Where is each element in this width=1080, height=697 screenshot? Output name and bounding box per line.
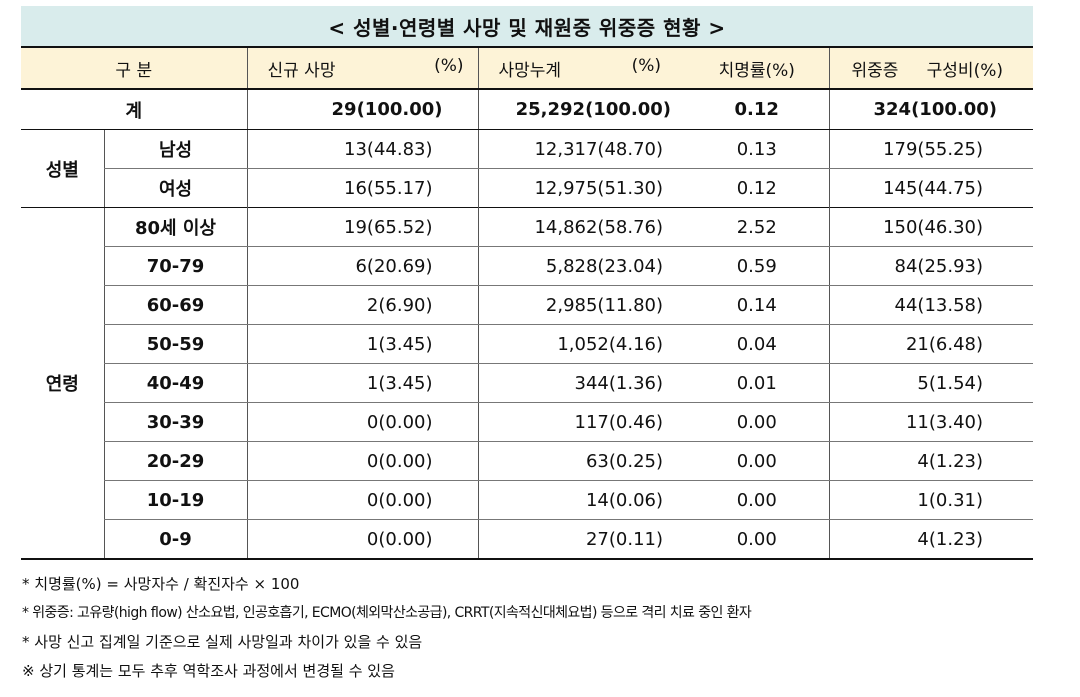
table-row: 10-19 0(0.00) 14(0.06) 0.00 1(0.31) [21, 480, 1033, 520]
cell-cum: 14,862(58.76) [477, 207, 685, 247]
table-row: 여성 16(55.17) 12,975(51.30) 0.12 145(44.7… [21, 168, 1033, 208]
cell-new: 6(20.69) [246, 246, 478, 286]
table-row: 성별 남성 13(44.83) 12,317(48.70) 0.13 179(5… [21, 129, 1033, 208]
cell-cum: 344(1.36) [477, 363, 685, 403]
row-label: 70-79 [103, 246, 247, 286]
cell-new: 0(0.00) [246, 441, 478, 481]
cell-severe: 11(3.40) [828, 402, 1033, 442]
cell-severe: 179(55.25) [828, 129, 1033, 169]
footnotes: * 치명률(%) = 사망자수 / 확진자수 × 100 * 위중증: 고유량(… [22, 570, 752, 686]
row-label: 40-49 [103, 363, 247, 403]
total-rate: 0.12 [685, 89, 829, 130]
row-label: 80세 이상 [103, 207, 247, 247]
row-label: 0-9 [103, 519, 247, 560]
cell-severe: 145(44.75) [828, 168, 1033, 208]
header-new-deaths: 신규 사망 (%) [246, 46, 478, 90]
cell-rate: 0.59 [685, 246, 829, 286]
row-label: 30-39 [103, 402, 247, 442]
table-row: 70-79 6(20.69) 5,828(23.04) 0.59 84(25.9… [21, 246, 1033, 286]
total-row: 계 29(100.00) 25,292(100.00) 0.12 324(100… [21, 89, 1033, 130]
row-label: 60-69 [103, 285, 247, 325]
cell-rate: 0.14 [685, 285, 829, 325]
cell-rate: 0.04 [685, 324, 829, 364]
cell-severe: 150(46.30) [828, 207, 1033, 247]
cell-new: 1(3.45) [246, 363, 478, 403]
cell-rate: 0.00 [685, 402, 829, 442]
table-row: 50-59 1(3.45) 1,052(4.16) 0.04 21(6.48) [21, 324, 1033, 364]
cell-rate: 0.00 [685, 441, 829, 481]
cell-severe: 4(1.23) [828, 441, 1033, 481]
table-row: 30-39 0(0.00) 117(0.46) 0.00 11(3.40) [21, 402, 1033, 442]
footnote: * 위중증: 고유량(high flow) 산소요법, 인공호흡기, ECMO(… [22, 605, 752, 621]
group-sex: 성별 [21, 129, 104, 208]
cell-severe: 44(13.58) [828, 285, 1033, 325]
row-label: 남성 [103, 129, 247, 169]
cell-severe: 1(0.31) [828, 480, 1033, 520]
cell-cum: 117(0.46) [477, 402, 685, 442]
footnote: ※ 상기 통계는 모두 추후 역학조사 과정에서 변경될 수 있음 [22, 662, 395, 680]
mortality-table: 구 분 신규 사망 (%) 사망누계 (%) 치명률(%) 위중증 구성비(%) 계 … [21, 46, 1033, 560]
total-label: 계 [21, 89, 247, 130]
cell-cum: 12,975(51.30) [477, 168, 685, 208]
cell-cum: 1,052(4.16) [477, 324, 685, 364]
total-severe: 324(100.00) [828, 89, 1033, 130]
cell-new: 0(0.00) [246, 480, 478, 520]
cell-severe: 5(1.54) [828, 363, 1033, 403]
table-row: 0-9 0(0.00) 27(0.11) 0.00 4(1.23) [21, 519, 1033, 560]
footnote: * 치명률(%) = 사망자수 / 확진자수 × 100 [22, 575, 300, 593]
table-row: 20-29 0(0.00) 63(0.25) 0.00 4(1.23) [21, 441, 1033, 481]
cell-cum: 2,985(11.80) [477, 285, 685, 325]
cell-severe: 21(6.48) [828, 324, 1033, 364]
cell-severe: 4(1.23) [828, 519, 1033, 560]
table-title: < 성별·연령별 사망 및 재원중 위중증 현황 > [21, 6, 1033, 46]
cell-new: 0(0.00) [246, 402, 478, 442]
header-cum-deaths: 사망누계 (%) [477, 46, 685, 90]
cell-cum: 63(0.25) [477, 441, 685, 481]
header-fatality: 치명률(%) [685, 46, 829, 90]
cell-new: 13(44.83) [246, 129, 478, 169]
total-cum: 25,292(100.00) [477, 89, 685, 130]
header-row: 구 분 신규 사망 (%) 사망누계 (%) 치명률(%) 위중증 구성비(%) [21, 46, 1033, 90]
header-severe: 위중증 구성비(%) [828, 46, 1033, 90]
group-age: 연령 [21, 207, 104, 560]
cell-rate: 0.01 [685, 363, 829, 403]
cell-severe: 84(25.93) [828, 246, 1033, 286]
cell-new: 16(55.17) [246, 168, 478, 208]
cell-cum: 12,317(48.70) [477, 129, 685, 169]
cell-rate: 2.52 [685, 207, 829, 247]
row-label: 10-19 [103, 480, 247, 520]
row-label: 50-59 [103, 324, 247, 364]
cell-cum: 27(0.11) [477, 519, 685, 560]
table-row: 연령 80세 이상 19(65.52) 14,862(58.76) 2.52 1… [21, 207, 1033, 560]
cell-new: 0(0.00) [246, 519, 478, 560]
cell-new: 2(6.90) [246, 285, 478, 325]
cell-rate: 0.00 [685, 519, 829, 560]
header-category: 구 분 [21, 46, 247, 90]
cell-rate: 0.13 [685, 129, 829, 169]
table-row: 40-49 1(3.45) 344(1.36) 0.01 5(1.54) [21, 363, 1033, 403]
row-label: 20-29 [103, 441, 247, 481]
table-row: 60-69 2(6.90) 2,985(11.80) 0.14 44(13.58… [21, 285, 1033, 325]
cell-new: 19(65.52) [246, 207, 478, 247]
cell-cum: 14(0.06) [477, 480, 685, 520]
row-label: 여성 [103, 168, 247, 208]
cell-rate: 0.12 [736, 177, 777, 199]
cell-new: 1(3.45) [246, 324, 478, 364]
cell-cum: 5,828(23.04) [477, 246, 685, 286]
stats-panel: < 성별·연령별 사망 및 재원중 위중증 현황 > 구 분 신규 사망 (%) … [21, 6, 1033, 560]
footnote: * 사망 신고 집계일 기준으로 실제 사망일과 차이가 있을 수 있음 [22, 633, 423, 651]
cell-rate: 0.00 [685, 480, 829, 520]
total-new: 29(100.00) [246, 89, 478, 130]
